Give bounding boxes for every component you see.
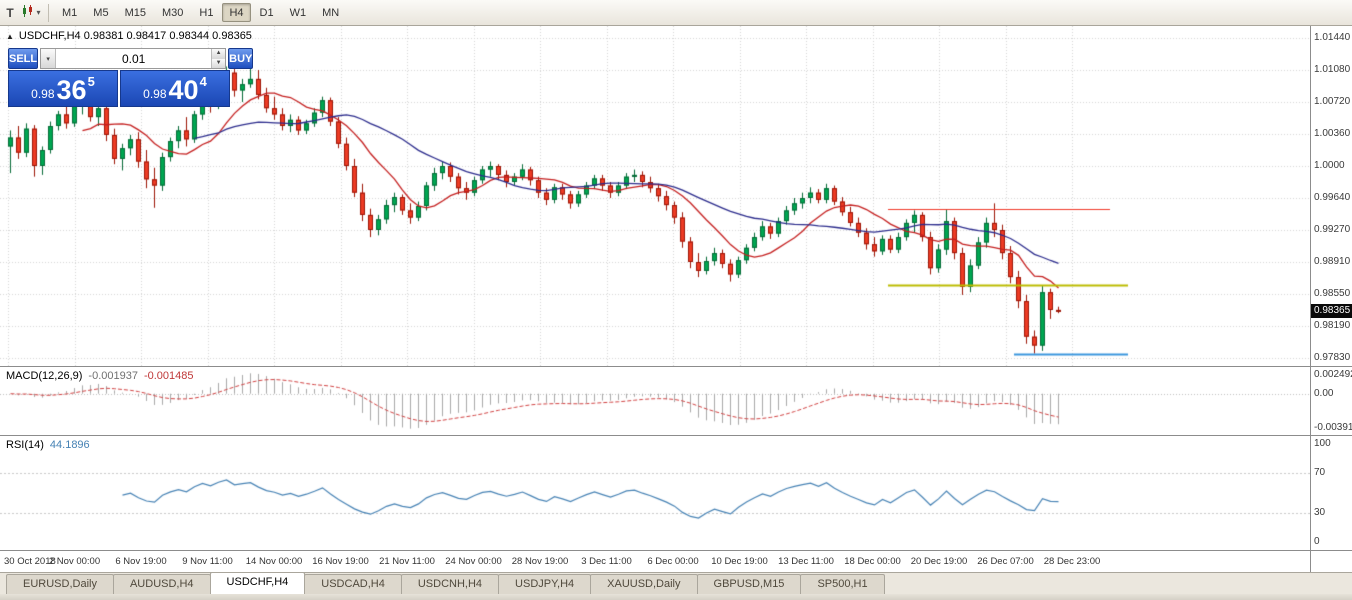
- macd-axis-bottom: -0.003913: [1314, 422, 1352, 433]
- time-axis-label: 30 Oct 2018: [4, 556, 56, 567]
- price-axis-label: 1.00360: [1314, 128, 1351, 139]
- price-axis-label: 0.99270: [1314, 224, 1351, 235]
- candlestick-chart-icon: [21, 5, 35, 20]
- chart-tab-usdchf[interactable]: USDCHF,H4: [209, 572, 306, 594]
- time-axis-label: 26 Dec 07:00: [977, 556, 1034, 567]
- timeframe-button-d1[interactable]: D1: [259, 6, 274, 19]
- timeframe-button-m30[interactable]: M30: [161, 6, 184, 19]
- main-chart-pane: ▲ USDCHF,H4 0.98381 0.98417 0.98344 0.98…: [0, 26, 1352, 367]
- sell-price[interactable]: 0.98 36 5: [8, 70, 118, 107]
- time-axis-label: 21 Nov 11:00: [379, 556, 435, 567]
- buy-button[interactable]: BUY: [228, 48, 254, 69]
- toolbar-separator: [48, 3, 49, 22]
- time-axis-label: 28 Dec 23:00: [1043, 556, 1101, 567]
- time-axis-label: 14 Nov 00:00: [245, 556, 303, 567]
- rsi-label: RSI(14) 44.1896: [6, 439, 90, 451]
- chart-tab-gbpusd[interactable]: GBPUSD,M15: [696, 574, 802, 594]
- time-axis-label: 3 Dec 11:00: [581, 556, 632, 567]
- volume-input[interactable]: [56, 49, 212, 68]
- rsi-axis-label: 30: [1314, 506, 1326, 518]
- chart-tab-usdjpy[interactable]: USDJPY,H4: [498, 574, 592, 594]
- price-axis-label: 1.00720: [1314, 96, 1351, 107]
- timeframe-button-m5[interactable]: M5: [93, 6, 109, 19]
- time-axis-label: 28 Nov 19:00: [511, 556, 569, 567]
- chart-tab-xauusd[interactable]: XAUUSD,Daily: [590, 574, 698, 594]
- time-axis-label: 6 Nov 19:00: [115, 556, 167, 567]
- chart-tab-usdcnh[interactable]: USDCNH,H4: [400, 574, 500, 594]
- one-click-collapse-icon[interactable]: ▲: [6, 31, 14, 41]
- time-axis-label: 24 Nov 00:00: [445, 556, 502, 567]
- price-axis-label: 0.99640: [1314, 192, 1351, 203]
- status-strip: [0, 594, 1352, 600]
- price-axis-label: 1.01080: [1314, 64, 1351, 75]
- rsi-axis-label: 100: [1314, 438, 1331, 449]
- time-axis-label: 2 Nov 00:00: [48, 556, 101, 567]
- price-axis-label: 0.98910: [1314, 256, 1351, 267]
- rsi-pane: RSI(14) 44.1896 100 70 30 0: [0, 436, 1352, 551]
- macd-axis-top: 0.002492: [1314, 369, 1352, 380]
- app-icon: T: [6, 5, 14, 20]
- timeframe-button-m1[interactable]: M1: [62, 6, 78, 19]
- spinner-down-icon[interactable]: ▼: [212, 58, 226, 68]
- time-axis-label: 20 Dec 19:00: [910, 556, 968, 567]
- current-price-badge: 0.98365: [1311, 304, 1352, 319]
- rsi-axis-label: 70: [1314, 467, 1326, 479]
- symbol-info: ▲ USDCHF,H4 0.98381 0.98417 0.98344 0.98…: [6, 30, 252, 42]
- timeframe-button-h1[interactable]: H1: [199, 6, 214, 19]
- volume-dropdown-icon[interactable]: ▾: [41, 49, 57, 68]
- chart-tab-bar: EURUSD,Daily AUDUSD,H4 USDCHF,H4 USDCAD,H4 U…: [0, 572, 1352, 594]
- sell-button[interactable]: SELL: [8, 48, 39, 69]
- price-axis-label: 1.0000: [1314, 160, 1345, 171]
- timeframe-button-mn[interactable]: MN: [322, 6, 340, 19]
- macd-canvas[interactable]: [0, 367, 1310, 435]
- rsi-canvas[interactable]: [0, 436, 1310, 550]
- chevron-down-icon: ▾: [36, 8, 41, 17]
- time-axis-label: 6 Dec 00:00: [647, 556, 699, 567]
- chart-type-button[interactable]: ▾: [19, 3, 43, 23]
- buy-price[interactable]: 0.98 40 4: [120, 70, 230, 107]
- top-toolbar: T ▾ M1 M5 M15 M30 H1 H4 D1 W1 MN: [0, 0, 1352, 26]
- rsi-axis-label: 0: [1314, 536, 1320, 547]
- time-axis-label: 10 Dec 19:00: [711, 556, 768, 567]
- chart-tab-usdcad[interactable]: USDCAD,H4: [304, 574, 402, 594]
- time-axis-label: 9 Nov 11:00: [182, 556, 233, 567]
- chart-tab-sp500[interactable]: SP500,H1: [800, 574, 885, 594]
- macd-label: MACD(12,26,9) -0.001937 -0.001485: [6, 370, 194, 382]
- timeframe-button-w1[interactable]: W1: [289, 6, 307, 19]
- macd-axis-zero: 0.00: [1314, 387, 1334, 399]
- volume-spinner[interactable]: ▲ ▼: [211, 49, 226, 68]
- chart-tab-audusd[interactable]: AUDUSD,H4: [112, 574, 211, 594]
- timeframe-button-h4[interactable]: H4: [222, 3, 251, 22]
- timeframe-button-m15[interactable]: M15: [124, 6, 146, 19]
- time-axis-label: 16 Nov 19:00: [312, 556, 369, 567]
- chart-tab-eurusd[interactable]: EURUSD,Daily: [6, 574, 114, 594]
- price-axis-label: 0.97830: [1314, 352, 1351, 363]
- price-axis-label: 0.98550: [1314, 288, 1351, 299]
- time-axis: 30 Oct 2018 2 Nov 00:00 6 Nov 19:00 9 Nov 1…: [0, 551, 1352, 572]
- one-click-trade-panel: SELL ▾ ▲▼ BUY 0.98 36 5 0.98 40 4: [8, 48, 254, 107]
- timeframe-buttons: M1 M5 M15 M30 H1 H4 D1 W1 MN: [54, 3, 347, 22]
- macd-pane: MACD(12,26,9) -0.001937 -0.001485 0.0024…: [0, 367, 1352, 436]
- symbol-ohlc-text: USDCHF,H4 0.98381 0.98417 0.98344 0.9836…: [18, 30, 252, 42]
- volume-control: ▾ ▲▼: [40, 48, 227, 69]
- time-axis-label: 13 Dec 11:00: [778, 556, 834, 567]
- time-axis-label: 18 Dec 00:00: [844, 556, 901, 567]
- spinner-up-icon[interactable]: ▲: [212, 49, 226, 59]
- price-axis-label: 0.98190: [1314, 320, 1351, 331]
- price-axis-label: 1.01440: [1314, 32, 1351, 43]
